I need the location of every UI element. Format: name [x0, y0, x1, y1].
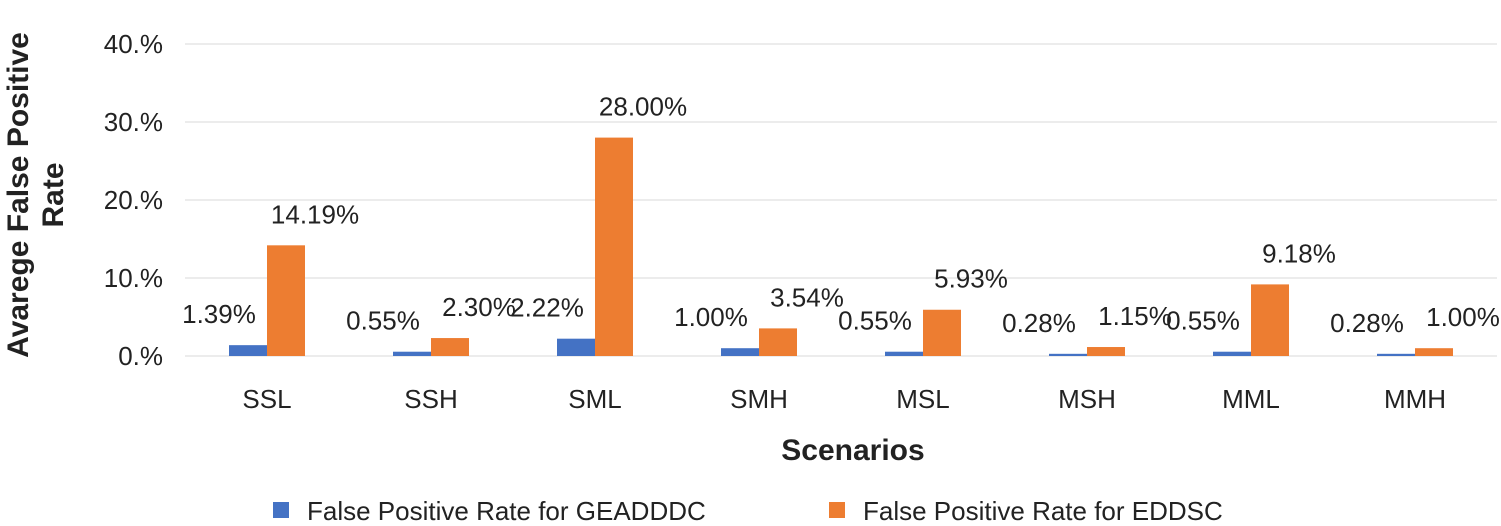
bar-geadddc-msl	[885, 351, 923, 356]
data-label-geadddc-sml: 2.22%	[510, 293, 584, 323]
data-label-eddsc-ssh: 2.30%	[442, 292, 516, 322]
x-tick-label-mml: MML	[1222, 384, 1280, 414]
bar-geadddc-ssl	[229, 345, 267, 356]
y-tick-label: 20.%	[104, 185, 163, 215]
data-label-geadddc-smh: 1.00%	[674, 302, 748, 332]
legend-swatch-geadddc	[273, 502, 289, 518]
bar-geadddc-msh	[1049, 353, 1087, 356]
bar-geadddc-mml	[1213, 351, 1251, 356]
legend-label-eddsc: False Positive Rate for EDDSC	[863, 496, 1223, 526]
bar-eddsc-ssl	[267, 245, 305, 356]
y-axis-ticks: 0.% 10.% 20.% 30.% 40.%	[104, 29, 163, 371]
data-label-eddsc-sml: 28.00%	[599, 92, 687, 122]
y-tick-label: 0.%	[118, 341, 163, 371]
data-label-geadddc-ssl: 1.39%	[182, 299, 256, 329]
bar-eddsc-mml	[1251, 284, 1289, 356]
legend-swatch-eddsc	[829, 502, 845, 518]
x-axis-title: Scenarios	[781, 434, 924, 467]
bar-eddsc-ssh	[431, 338, 469, 356]
data-label-eddsc-mml: 9.18%	[1262, 238, 1336, 268]
legend: False Positive Rate for GEADDDC False Po…	[273, 496, 1223, 526]
bar-eddsc-msl	[923, 309, 961, 356]
x-tick-label-sml: SML	[568, 384, 621, 414]
bar-eddsc-msh	[1087, 347, 1125, 356]
y-tick-label: 30.%	[104, 107, 163, 137]
x-tick-label-smh: SMH	[730, 384, 788, 414]
x-axis-ticks: SSL SSH SML SMH MSL MSH MML MMH	[242, 384, 1446, 414]
data-label-eddsc-smh: 3.54%	[770, 282, 844, 312]
legend-label-geadddc: False Positive Rate for GEADDDC	[307, 496, 706, 526]
data-label-geadddc-mml: 0.55%	[1166, 306, 1240, 336]
data-label-eddsc-msl: 5.93%	[934, 264, 1008, 294]
x-tick-label-ssl: SSL	[242, 384, 291, 414]
data-label-eddsc-msh: 1.15%	[1098, 301, 1172, 331]
bar-eddsc-smh	[759, 328, 797, 356]
data-label-eddsc-ssl: 14.19%	[271, 199, 359, 229]
bar-geadddc-smh	[721, 348, 759, 356]
bar-eddsc-mmh	[1415, 348, 1453, 356]
y-axis-title-line-1: Avarege False Positive	[2, 32, 35, 358]
data-label-geadddc-msh: 0.28%	[1002, 308, 1076, 338]
data-label-eddsc-mmh: 1.00%	[1426, 302, 1500, 332]
x-tick-label-ssh: SSH	[404, 384, 457, 414]
x-tick-label-mmh: MMH	[1384, 384, 1446, 414]
data-label-geadddc-mmh: 0.28%	[1330, 308, 1404, 338]
bar-eddsc-sml	[595, 137, 633, 356]
data-label-geadddc-ssh: 0.55%	[346, 306, 420, 336]
data-labels: 1.39% 14.19% 0.55% 2.30%2.22% 28.00% 1.00% 3.5…	[182, 92, 1500, 338]
y-axis-title-line-2: Rate	[37, 162, 70, 227]
bar-geadddc-mmh	[1377, 353, 1415, 356]
bar-geadddc-sml	[557, 338, 595, 356]
data-label-geadddc-msl: 0.55%	[838, 306, 912, 336]
x-tick-label-msh: MSH	[1058, 384, 1116, 414]
y-tick-label: 40.%	[104, 29, 163, 59]
x-tick-label-msl: MSL	[896, 384, 949, 414]
y-tick-label: 10.%	[104, 263, 163, 293]
bar-geadddc-ssh	[393, 351, 431, 356]
bars	[229, 137, 1453, 356]
